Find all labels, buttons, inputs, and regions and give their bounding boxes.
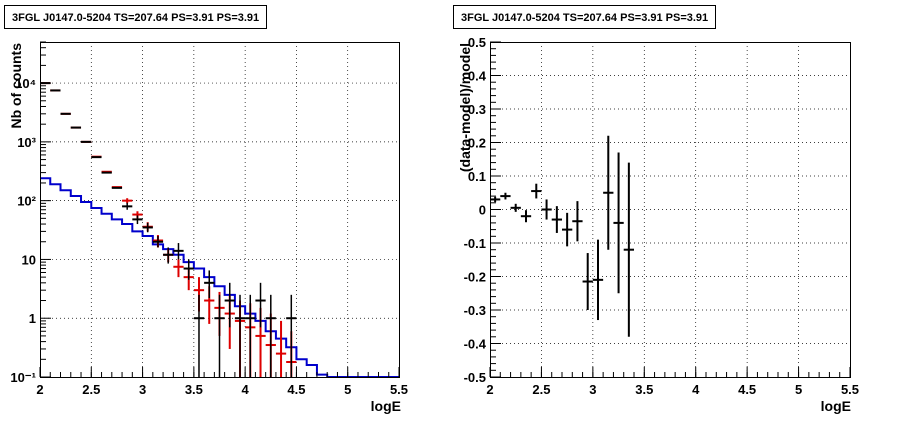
data-point <box>245 294 256 377</box>
right-x-tick-label: 4 <box>692 382 700 397</box>
data-point <box>183 259 194 280</box>
data-point <box>234 294 246 377</box>
model-point <box>122 198 133 204</box>
left-y-tick-label: 10² <box>17 194 36 209</box>
right-x-tick-label: 4.5 <box>738 382 756 397</box>
residual-point <box>500 192 511 200</box>
left-x-tick-label: 5 <box>344 382 351 397</box>
residual-point <box>613 152 624 294</box>
background-model-line <box>40 177 399 378</box>
right-y-tick-label: 0 <box>479 203 486 218</box>
residual-points <box>490 135 634 337</box>
left-x-tick-label: 3 <box>139 382 146 397</box>
residual-point <box>541 199 552 220</box>
model-point <box>275 320 287 377</box>
right-y-tick-label: -0.1 <box>464 236 486 251</box>
left-y-tick-label: 10⁻¹ <box>10 370 36 385</box>
left-y-tick-label: 10 <box>22 252 36 267</box>
data-point <box>152 236 164 248</box>
right-x-tick-label: 2.5 <box>532 382 550 397</box>
right-y-tick-label: 0.5 <box>468 35 486 50</box>
data-point <box>286 294 297 377</box>
right-y-axis-label: (data-model)/model <box>457 43 473 172</box>
data-point <box>173 243 184 260</box>
right-x-tick-label: 2 <box>486 382 493 397</box>
residual-point <box>520 210 532 223</box>
right-y-tick-label: 0.3 <box>468 102 486 117</box>
residuals-chart: 2 2.5 3 3.5 4 4.5 5 5.5 -0.5 -0.4 -0.3 -0.2 -0.1 0 0.1… <box>457 35 859 414</box>
left-x-tick-label: 2 <box>36 382 43 397</box>
right-y-tick-label: -0.2 <box>464 270 486 285</box>
left-x-tick-label: 4.5 <box>287 382 305 397</box>
left-y-axis-label: Nb of counts <box>8 43 24 129</box>
data-points <box>40 82 297 377</box>
residual-point <box>582 253 593 310</box>
residual-point <box>623 162 634 337</box>
right-y-tick-label: 0.4 <box>468 69 487 84</box>
data-point <box>193 294 205 377</box>
right-x-tick-label: 3.5 <box>635 382 653 397</box>
right-chart-title: 3FGL J0147.0-5204 TS=207.64 PS=3.91 PS=3… <box>453 5 717 29</box>
right-y-tick-label: -0.4 <box>464 337 487 352</box>
left-x-tick-label: 4 <box>242 382 250 397</box>
right-x-tick-label: 3 <box>589 382 596 397</box>
right-y-tick-label: -0.5 <box>464 370 486 385</box>
left-x-axis-label: logE <box>371 398 401 414</box>
left-x-tick-label: 5.5 <box>390 382 408 397</box>
residual-point <box>592 239 604 321</box>
left-chart-title: 3FGL J0147.0-5204 TS=207.64 PS=3.91 PS=3… <box>4 5 268 29</box>
data-point <box>204 270 215 299</box>
residual-point <box>572 201 583 242</box>
data-point <box>265 294 276 377</box>
left-y-tick-label: 10³ <box>17 135 36 150</box>
residual-point <box>562 212 573 247</box>
left-x-tick-label: 3.5 <box>185 382 203 397</box>
residual-point <box>551 206 562 233</box>
residual-point <box>490 196 501 203</box>
right-y-tick-label: 0.2 <box>468 136 486 151</box>
data-point <box>122 202 133 210</box>
data-point <box>214 294 225 377</box>
data-point <box>255 282 266 328</box>
residual-point <box>510 203 521 212</box>
residual-point <box>603 135 614 250</box>
residual-point <box>531 183 542 199</box>
right-x-tick-label: 5 <box>795 382 802 397</box>
data-point <box>142 222 153 233</box>
left-axis-ticks: 2 2.5 3 3.5 4 4.5 5 5.5 10⁻¹ 1 10 10² 10³ 10⁴ <box>10 41 408 397</box>
right-y-tick-label: -0.3 <box>464 303 486 318</box>
background-model-histogram <box>40 177 399 378</box>
right-x-tick-label: 5.5 <box>841 382 859 397</box>
data-point <box>163 247 174 264</box>
data-point <box>224 282 235 328</box>
right-axis-ticks: 2 2.5 3 3.5 4 4.5 5 5.5 -0.5 -0.4 -0.3 -0.2 -0.1 0 0.1… <box>464 35 859 397</box>
counts-chart: 2 2.5 3 3.5 4 4.5 5 5.5 10⁻¹ 1 10 10² 10³ 10⁴ logE Nb… <box>8 41 408 414</box>
model-point <box>173 259 184 278</box>
left-y-tick-label: 10⁴ <box>15 76 36 91</box>
left-x-tick-label: 2.5 <box>82 382 100 397</box>
right-x-axis-label: logE <box>821 398 851 414</box>
right-y-tick-label: 0.1 <box>468 169 486 184</box>
data-point <box>132 215 143 225</box>
left-y-tick-label: 1 <box>29 311 36 326</box>
